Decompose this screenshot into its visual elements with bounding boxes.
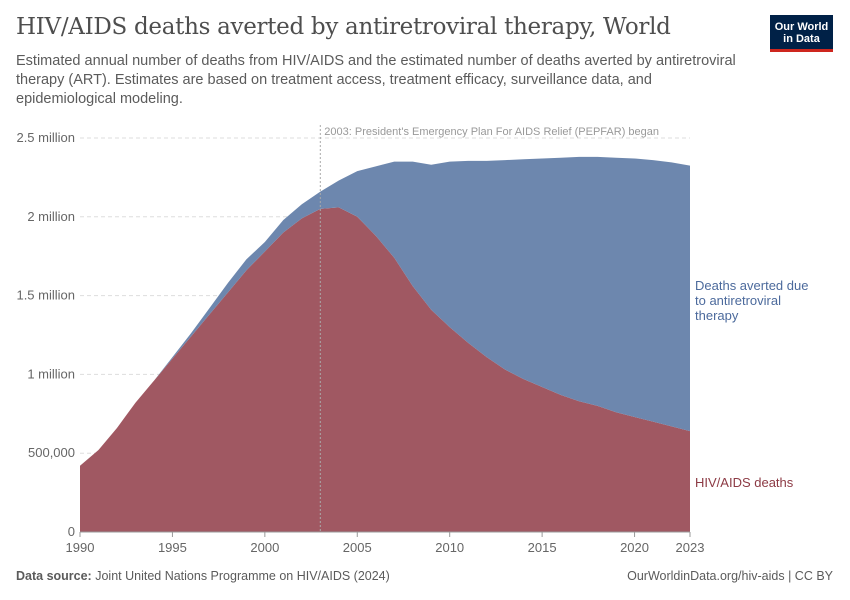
y-tick-label: 0 — [68, 524, 75, 539]
x-tick-label: 2000 — [250, 540, 279, 555]
y-tick-label: 2.5 million — [16, 130, 75, 145]
owid-logo[interactable]: Our World in Data — [770, 15, 833, 52]
annotation-text: 2003: President's Emergency Plan For AID… — [324, 126, 659, 138]
y-tick-label: 1.5 million — [16, 288, 75, 303]
x-tick-label: 2010 — [435, 540, 464, 555]
x-tick-label: 1995 — [158, 540, 187, 555]
x-tick-label: 2020 — [620, 540, 649, 555]
y-tick-label: 500,000 — [28, 445, 75, 460]
x-tick-label: 2005 — [343, 540, 372, 555]
y-tick-label: 1 million — [27, 366, 75, 381]
data-source: Data source: Joint United Nations Progra… — [16, 569, 390, 583]
area-series-1 — [80, 156, 690, 466]
source-label: Data source: — [16, 569, 92, 583]
x-tick-label: 2015 — [528, 540, 557, 555]
area-series-0 — [80, 207, 690, 532]
legend-label-averted: Deaths averted due to antiretroviral thera… — [695, 278, 808, 323]
footer-url[interactable]: OurWorldinData.org/hiv-aids | CC BY — [627, 569, 833, 583]
chart-subtitle: Estimated annual number of deaths from H… — [16, 53, 736, 107]
legend-label-deaths: HIV/AIDS deaths — [695, 475, 794, 490]
x-tick-label: 1990 — [66, 540, 95, 555]
x-tick-label: 2023 — [676, 540, 705, 555]
y-tick-label: 2 million — [27, 209, 75, 224]
source-text[interactable]: Joint United Nations Programme on HIV/AI… — [95, 569, 390, 583]
chart-title: HIV/AIDS deaths averted by antiretrovira… — [16, 14, 671, 40]
